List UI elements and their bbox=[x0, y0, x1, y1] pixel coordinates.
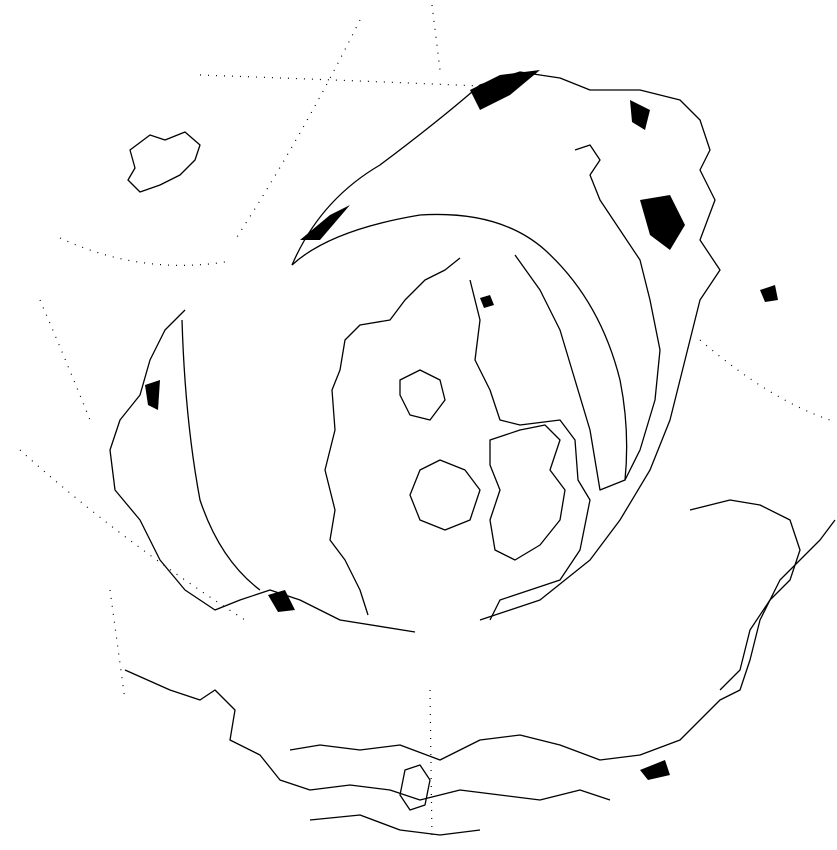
graticule-line bbox=[59, 237, 226, 266]
sweden-south bbox=[469, 279, 591, 621]
fjord-detail bbox=[470, 70, 540, 110]
graticule-line bbox=[234, 19, 361, 241]
baltic-inner bbox=[574, 144, 661, 481]
graticule bbox=[19, 4, 831, 841]
island-detail bbox=[640, 760, 670, 780]
graticule-line bbox=[429, 689, 433, 841]
coast-detail bbox=[145, 70, 778, 780]
danish-islands bbox=[399, 369, 566, 561]
denmark-jutland bbox=[324, 257, 461, 616]
archipelago-detail bbox=[145, 380, 160, 410]
sicily-coast bbox=[309, 814, 481, 836]
island-detail bbox=[480, 295, 494, 308]
europe-south bbox=[124, 669, 611, 801]
iceland bbox=[127, 131, 201, 193]
scandinavia-inner bbox=[291, 213, 628, 491]
fjord-detail bbox=[300, 205, 350, 240]
island-detail bbox=[268, 590, 295, 612]
east-coast bbox=[689, 499, 801, 691]
scandinavia-arc bbox=[291, 71, 721, 621]
archipelago-detail bbox=[640, 195, 685, 250]
graticule-line bbox=[699, 339, 831, 421]
norway-west bbox=[109, 309, 416, 633]
graticule-line bbox=[109, 589, 126, 701]
sardinia bbox=[399, 764, 431, 811]
graticule-line bbox=[39, 299, 91, 421]
archipelago-detail bbox=[630, 100, 650, 130]
ring-inner bbox=[181, 319, 261, 591]
coastlines bbox=[109, 71, 836, 836]
graticule-line bbox=[19, 449, 246, 621]
island-detail bbox=[760, 285, 778, 302]
graticule-line bbox=[431, 4, 441, 71]
mediterranean bbox=[289, 519, 836, 761]
graticule-line bbox=[199, 74, 481, 87]
